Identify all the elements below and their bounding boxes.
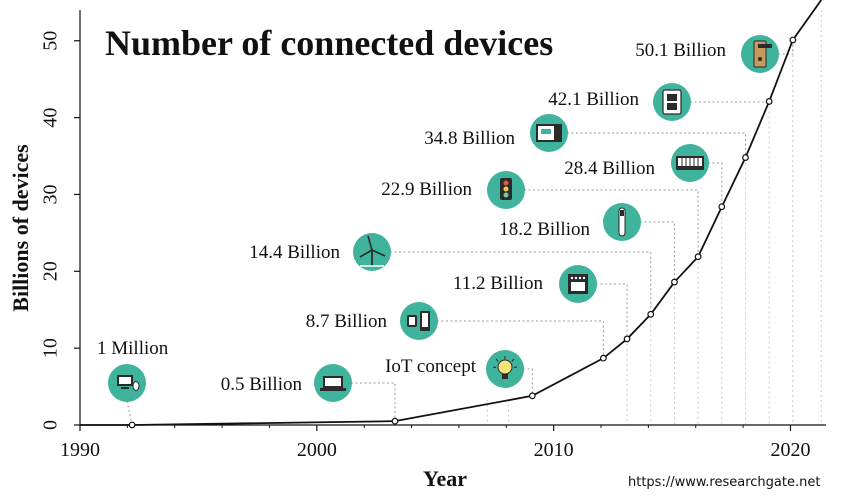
wind-turbine-icon bbox=[353, 233, 391, 271]
annotation-label: 14.4 Billion bbox=[249, 242, 340, 263]
annotation-label: 34.8 Billion bbox=[424, 128, 515, 149]
y-tick-label: 50 bbox=[40, 31, 62, 51]
annotation-label: 0.5 Billion bbox=[221, 374, 303, 395]
traffic-light-icon bbox=[487, 171, 525, 209]
leader-lines bbox=[126, 39, 794, 426]
leader-line bbox=[126, 400, 133, 426]
data-point bbox=[528, 392, 536, 400]
annotation-label: 22.9 Billion bbox=[381, 179, 472, 200]
data-point bbox=[623, 335, 631, 343]
y-tick-label: 0 bbox=[40, 420, 62, 430]
annotation-label: 1 Million bbox=[97, 338, 169, 359]
data-point bbox=[671, 278, 678, 286]
y-axis-label: Billions of devices bbox=[8, 144, 33, 312]
data-point bbox=[789, 36, 797, 44]
axes bbox=[79, 10, 826, 426]
grid bbox=[486, 10, 822, 425]
power-outlet-icon bbox=[653, 83, 691, 121]
source-text: https://www.researchgate.net bbox=[628, 475, 820, 490]
ticks: 0 10 20 30 40 50 1990 2000 2010 2020 bbox=[40, 31, 811, 461]
y-tick-label: 10 bbox=[40, 338, 62, 358]
x-tick-label: 2000 bbox=[297, 439, 337, 461]
leader-line bbox=[351, 382, 396, 422]
light-bulb-icon bbox=[486, 350, 524, 388]
annotation-label: IoT concept bbox=[385, 356, 477, 377]
air-conditioner-icon bbox=[671, 144, 709, 182]
data-point bbox=[765, 98, 773, 105]
data-point bbox=[718, 203, 726, 211]
annotation-label: 42.1 Billion bbox=[548, 89, 639, 110]
data-point bbox=[647, 310, 655, 318]
series-line bbox=[79, 0, 822, 426]
door-lock-icon bbox=[741, 35, 779, 73]
y-tick-label: 40 bbox=[40, 108, 62, 128]
toothbrush-icon bbox=[603, 203, 641, 241]
leader-line bbox=[708, 162, 723, 207]
annotation-label: 50.1 Billion bbox=[635, 40, 726, 61]
annotation-label: 11.2 Billion bbox=[453, 273, 544, 294]
leader-line bbox=[778, 39, 794, 55]
annotation-label: 28.4 Billion bbox=[564, 158, 655, 179]
oven-icon bbox=[559, 265, 597, 303]
leader-line bbox=[390, 251, 652, 315]
leader-line bbox=[437, 320, 604, 359]
y-tick-label: 20 bbox=[40, 261, 62, 281]
data-point bbox=[694, 253, 702, 261]
annotation-label: 8.7 Billion bbox=[306, 311, 388, 332]
data-point bbox=[128, 421, 136, 429]
leader-line bbox=[596, 283, 628, 339]
microwave-icon bbox=[530, 114, 568, 152]
data-points bbox=[128, 36, 797, 429]
leader-line bbox=[567, 132, 746, 158]
data-point bbox=[391, 417, 399, 425]
y-tick-label: 30 bbox=[40, 184, 62, 204]
chart-title: Number of connected devices bbox=[105, 23, 553, 63]
leader-line bbox=[523, 368, 533, 396]
annotation-icons bbox=[108, 35, 779, 402]
annotation-labels: 1 Million 0.5 Billion IoT concept 8.7 Billi… bbox=[97, 40, 726, 395]
laptop-icon bbox=[314, 364, 352, 402]
computer-mouse-icon bbox=[108, 364, 146, 402]
x-tick-label: 2010 bbox=[534, 439, 574, 461]
data-point bbox=[742, 154, 749, 161]
data-point bbox=[599, 354, 607, 362]
leader-line bbox=[640, 221, 675, 283]
leader-line bbox=[690, 101, 770, 103]
x-tick-label: 2020 bbox=[770, 439, 810, 461]
smartwatch-phone-icon bbox=[400, 302, 438, 340]
annotation-label: 18.2 Billion bbox=[499, 219, 590, 240]
x-tick-label: 1990 bbox=[60, 439, 100, 461]
x-axis-label: Year bbox=[423, 466, 467, 491]
